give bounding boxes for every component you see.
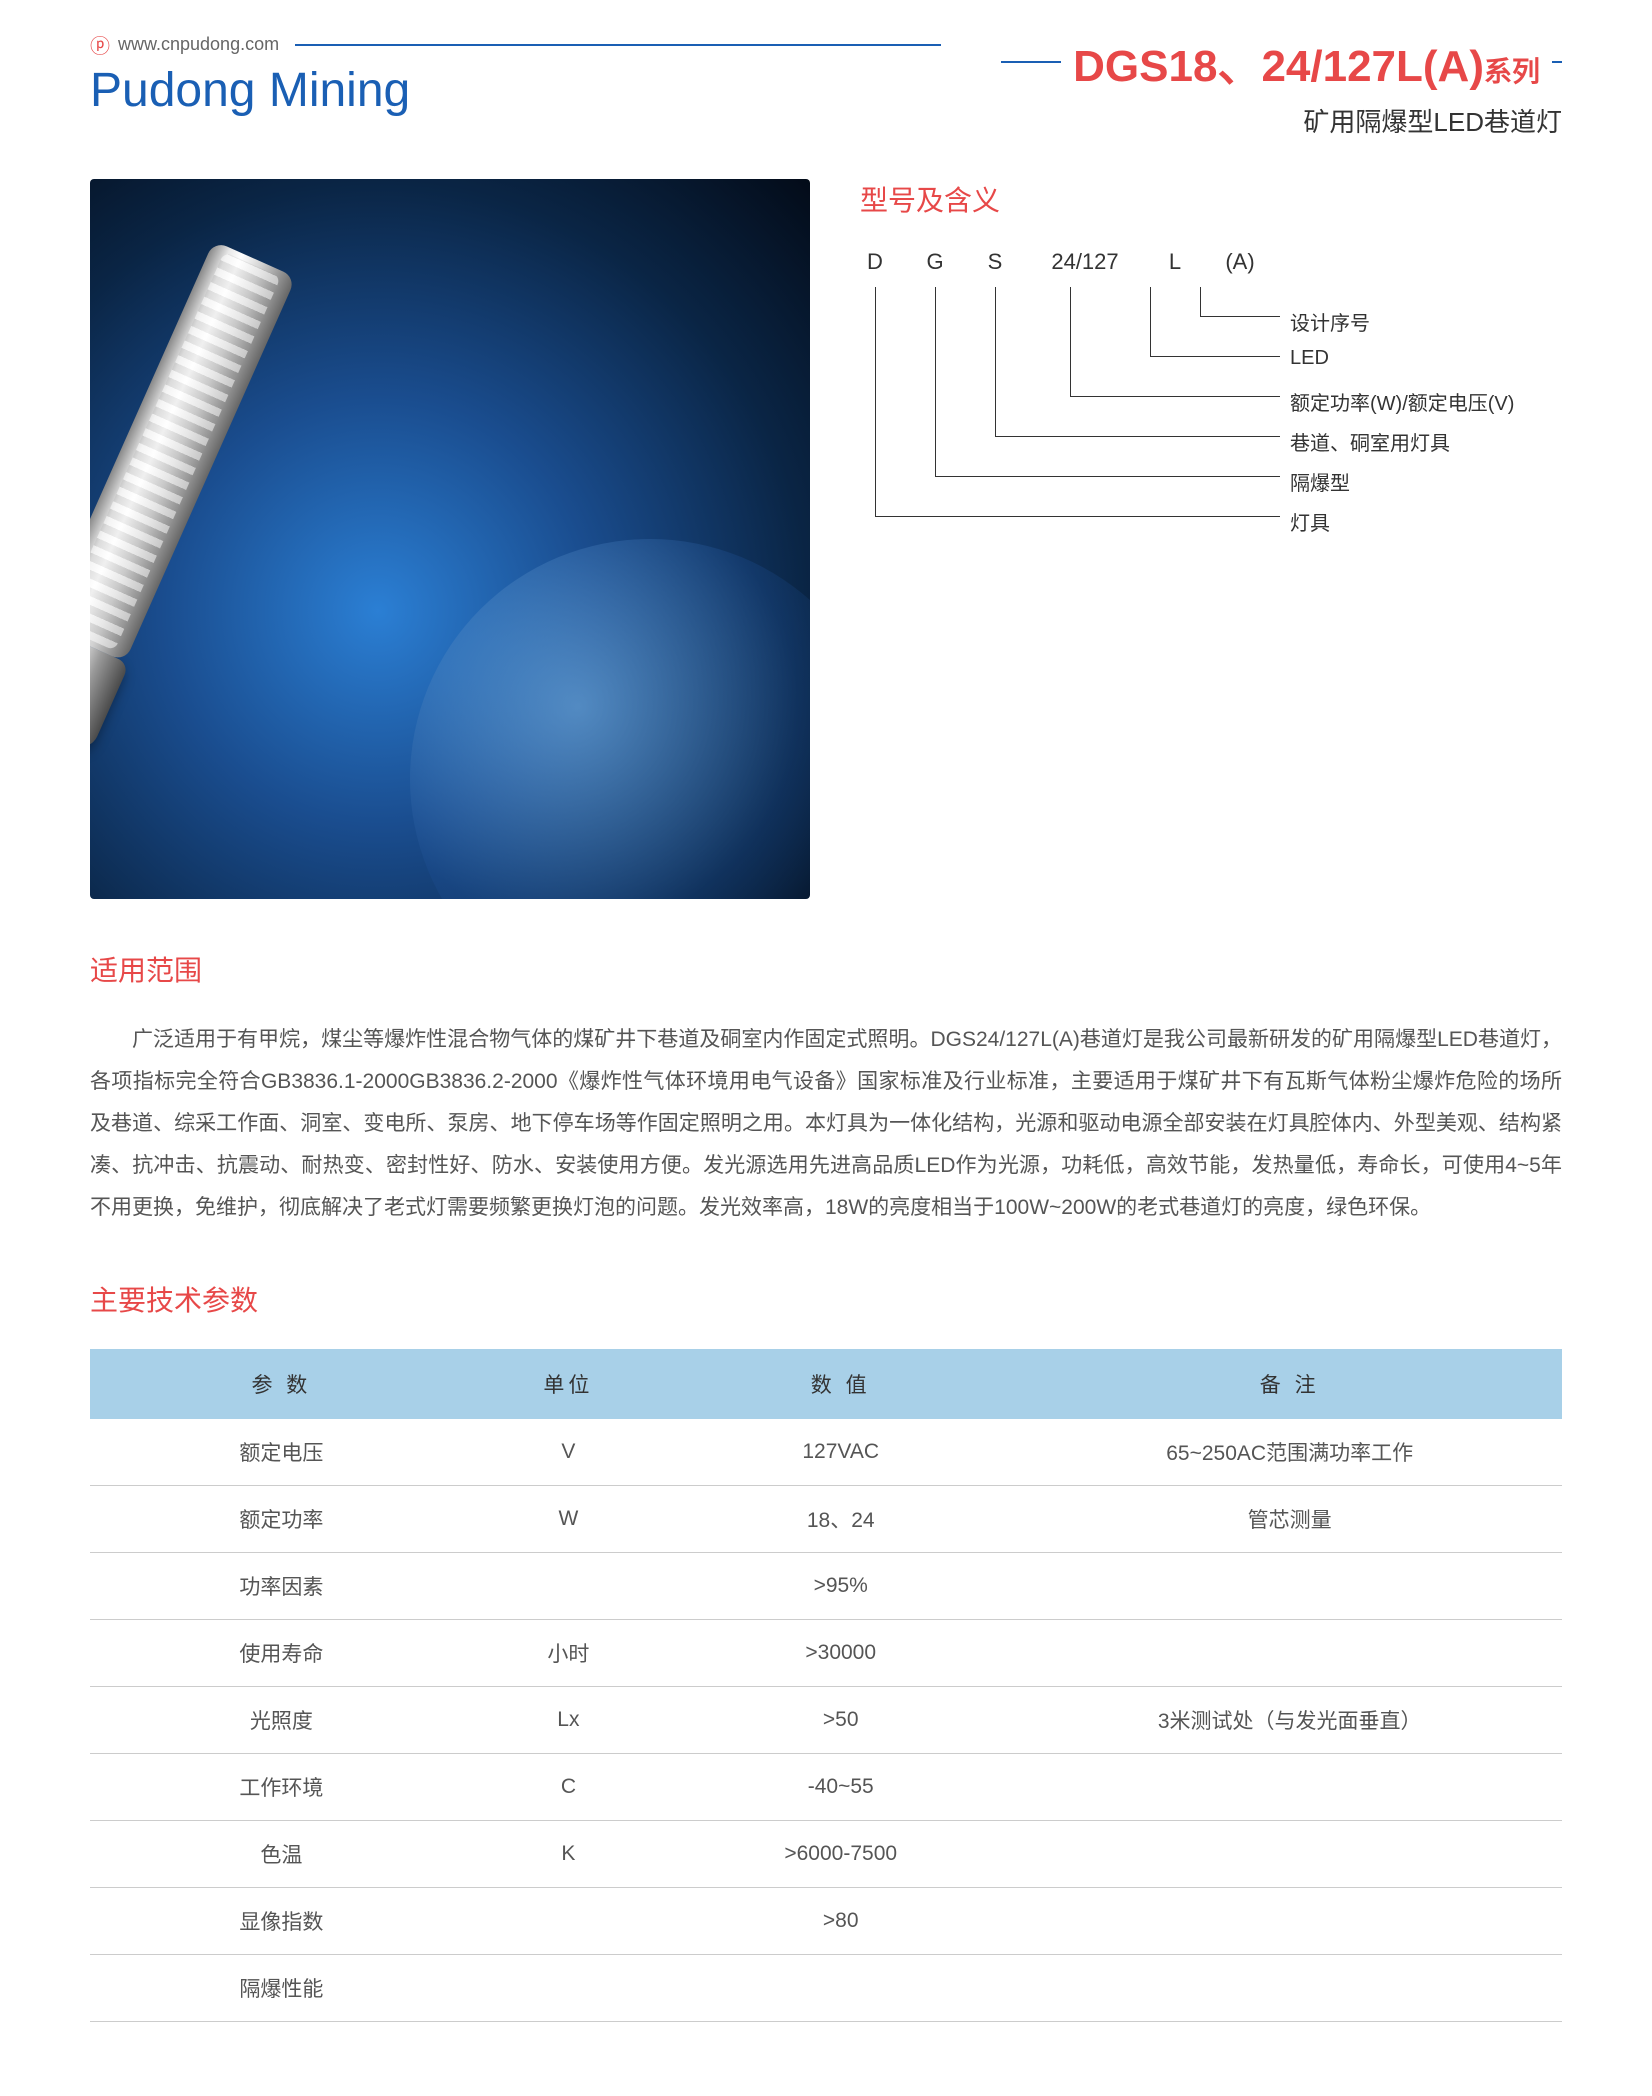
product-title-line: DGS18、24/127L(A)系列 — [1001, 30, 1562, 94]
params-table: 参 数 单位 数 值 备 注 额定电压V127VAC65~250AC范围满功率工… — [90, 1349, 1562, 2022]
header-right: DGS18、24/127L(A)系列 矿用隔爆型LED巷道灯 — [941, 30, 1562, 139]
table-row: 色温K>6000-7500 — [90, 1821, 1562, 1888]
table-row: 光照度Lx>503米测试处（与发光面垂直） — [90, 1687, 1562, 1754]
col-param: 参 数 — [90, 1349, 473, 1419]
scope-section: 适用范围 广泛适用于有甲烷，煤尘等爆炸性混合物气体的煤矿井下巷道及硐室内作固定式… — [90, 949, 1562, 1229]
col-unit: 单位 — [473, 1349, 664, 1419]
code-d: D — [860, 249, 890, 275]
lamp-illustration — [90, 241, 296, 771]
product-photo — [90, 179, 810, 899]
main-content-row: 型号及含义 D G S 24/127 L (A) 设计序号 LED 额定功率(W… — [90, 179, 1562, 899]
header-left: ⓟ www.cnpudong.com Pudong Mining — [90, 30, 941, 118]
col-note: 备 注 — [1017, 1349, 1562, 1419]
scope-title: 适用范围 — [90, 949, 1562, 989]
location-icon: ⓟ — [90, 30, 110, 59]
code-g: G — [920, 249, 950, 275]
model-spec-side: 型号及含义 D G S 24/127 L (A) 设计序号 LED 额定功率(W… — [860, 179, 1562, 899]
table-row: 使用寿命小时>30000 — [90, 1620, 1562, 1687]
table-row: 显像指数>80 — [90, 1888, 1562, 1955]
meaning-4: 隔爆型 — [1290, 467, 1350, 496]
table-row: 功率因素>95% — [90, 1553, 1562, 1620]
url-line: ⓟ www.cnpudong.com — [90, 30, 941, 59]
meaning-0: 设计序号 — [1290, 307, 1370, 336]
params-section: 主要技术参数 参 数 单位 数 值 备 注 额定电压V127VAC65~250A… — [90, 1279, 1562, 2022]
meaning-2: 额定功率(W)/额定电压(V) — [1290, 387, 1514, 416]
bracket-diagram: 设计序号 LED 额定功率(W)/额定电压(V) 巷道、硐室用灯具 隔爆型 灯具 — [860, 287, 1562, 567]
meaning-3: 巷道、硐室用灯具 — [1290, 427, 1450, 456]
col-value: 数 值 — [664, 1349, 1017, 1419]
code-power: 24/127 — [1040, 249, 1130, 275]
product-model: DGS18、24/127L(A)系列 — [1073, 30, 1540, 94]
code-row: D G S 24/127 L (A) — [860, 249, 1562, 275]
meaning-1: LED — [1290, 347, 1329, 370]
meaning-5: 灯具 — [1290, 507, 1330, 536]
code-l: L — [1160, 249, 1190, 275]
product-subtitle: 矿用隔爆型LED巷道灯 — [1001, 102, 1562, 139]
table-body: 额定电压V127VAC65~250AC范围满功率工作 额定功率W18、24管芯测… — [90, 1419, 1562, 2022]
table-row: 额定功率W18、24管芯测量 — [90, 1486, 1562, 1553]
company-name: Pudong Mining — [90, 63, 941, 118]
scope-text: 广泛适用于有甲烷，煤尘等爆炸性混合物气体的煤矿井下巷道及硐室内作固定式照明。DG… — [90, 1019, 1562, 1229]
params-title: 主要技术参数 — [90, 1279, 1562, 1319]
website-url: www.cnpudong.com — [118, 34, 279, 55]
table-row: 额定电压V127VAC65~250AC范围满功率工作 — [90, 1419, 1562, 1486]
table-row: 隔爆性能 — [90, 1955, 1562, 2022]
table-row: 工作环境C-40~55 — [90, 1754, 1562, 1821]
page-header: ⓟ www.cnpudong.com Pudong Mining DGS18、2… — [90, 30, 1562, 139]
code-s: S — [980, 249, 1010, 275]
code-a: (A) — [1220, 249, 1260, 275]
table-header-row: 参 数 单位 数 值 备 注 — [90, 1349, 1562, 1419]
code-diagram: D G S 24/127 L (A) 设计序号 LED 额定功率(W)/额定电压… — [860, 249, 1562, 567]
model-section-title: 型号及含义 — [860, 179, 1562, 219]
